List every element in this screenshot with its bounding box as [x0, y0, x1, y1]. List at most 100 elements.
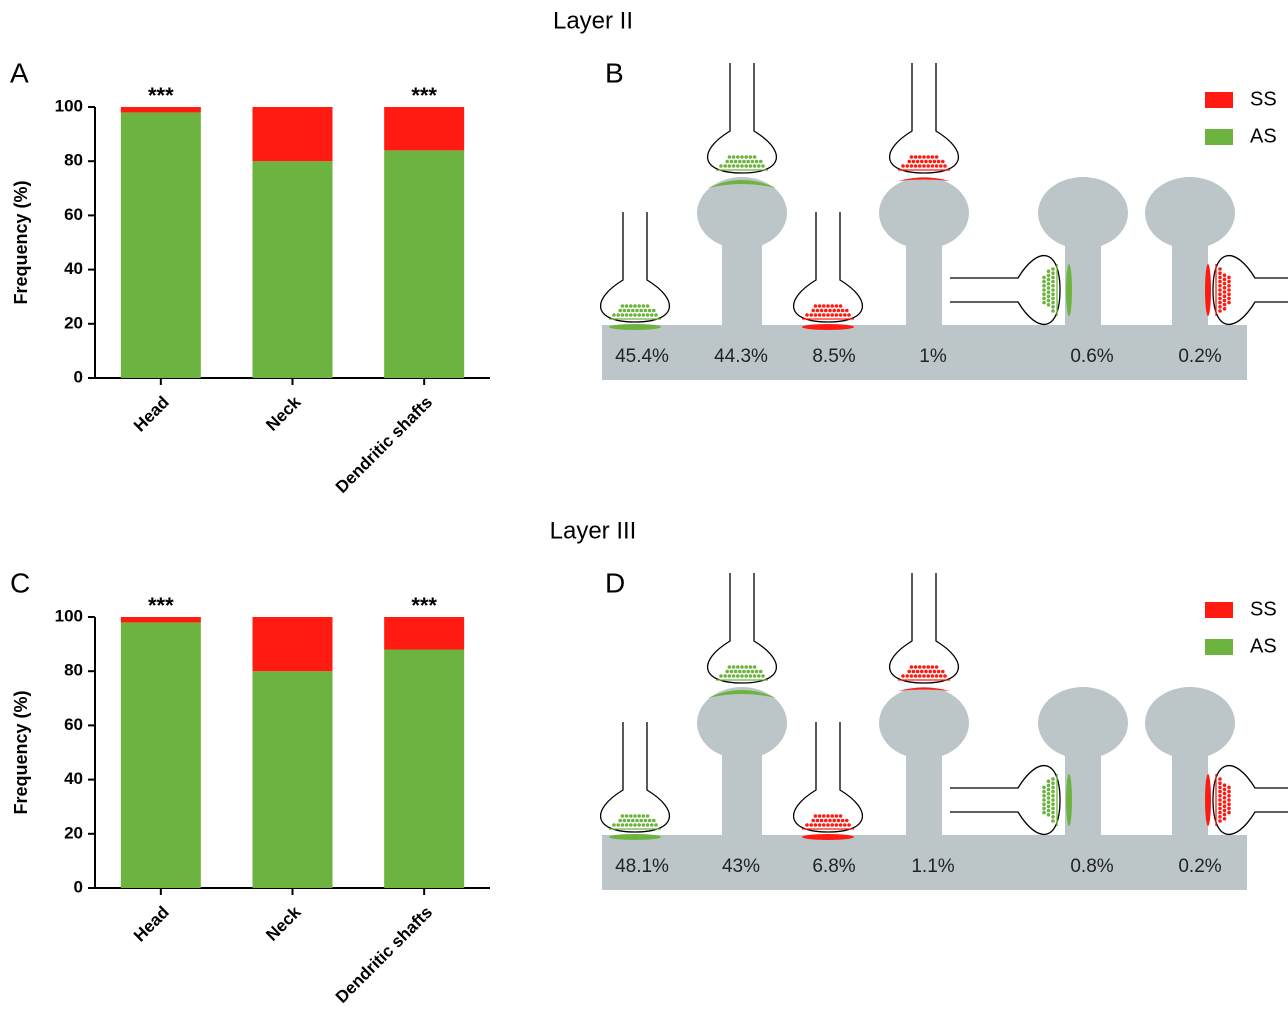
vesicle: [1042, 798, 1046, 802]
vesicle: [1051, 777, 1055, 781]
vesicle: [644, 819, 648, 823]
vesicle: [941, 670, 945, 674]
vesicle: [1051, 276, 1055, 280]
vesicle: [1047, 269, 1051, 273]
vesicle: [928, 670, 932, 674]
vesicle: [931, 155, 935, 159]
vesicle: [719, 674, 723, 678]
vesicle: [650, 313, 654, 317]
spine-head: [879, 687, 969, 759]
y-tick-label: 0: [74, 877, 83, 896]
vesicle: [648, 819, 652, 823]
vesicle: [935, 164, 939, 168]
vesicle: [1223, 278, 1227, 282]
vesicle: [732, 674, 736, 678]
vesicle: [1218, 802, 1222, 806]
vesicle: [642, 313, 646, 317]
vesicle: [1218, 815, 1222, 819]
synapse-percentage: 48.1%: [615, 856, 669, 877]
bar-segment: [253, 161, 333, 378]
vesicle: [1218, 794, 1222, 798]
bar-segment: [384, 650, 464, 888]
vesicle: [1047, 813, 1051, 817]
vesicle: [1218, 267, 1222, 271]
synapse-percentage: 0.2%: [1178, 856, 1221, 877]
vesicle: [652, 819, 656, 823]
vesicle: [926, 674, 930, 678]
axon-terminal: [950, 766, 1060, 835]
y-tick-label: 60: [64, 715, 83, 734]
vesicle: [1223, 783, 1227, 787]
vesicle: [625, 823, 629, 827]
vesicle: [728, 164, 732, 168]
vesicle: [1042, 811, 1046, 815]
y-tick-label: 20: [64, 823, 83, 842]
vesicle: [922, 164, 926, 168]
vesicle: [1223, 792, 1227, 796]
vesicle: [736, 665, 740, 669]
vesicle: [1051, 280, 1055, 284]
vesicle: [740, 155, 744, 159]
x-tick-label: Neck: [262, 392, 305, 435]
vesicle: [830, 814, 834, 818]
vesicle: [732, 164, 736, 168]
vesicle: [1223, 804, 1227, 808]
vesicle: [931, 164, 935, 168]
panel-letter: C: [10, 567, 30, 598]
vesicle: [639, 309, 643, 313]
vesicle: [914, 164, 918, 168]
axon-terminal: [601, 722, 670, 840]
spine-head: [1145, 177, 1235, 249]
spine-head: [697, 177, 787, 249]
vesicle: [746, 160, 750, 164]
panel-letter: D: [605, 567, 625, 598]
vesicle: [914, 665, 918, 669]
vesicle: [1223, 800, 1227, 804]
vesicle: [926, 155, 930, 159]
axon-terminal: [794, 212, 863, 330]
vesicle: [1042, 297, 1046, 301]
vesicle: [744, 164, 748, 168]
vesicle: [1047, 278, 1051, 282]
y-tick-label: 40: [64, 259, 83, 278]
vesicle: [646, 823, 650, 827]
vesicle: [749, 155, 753, 159]
legend-label: SS: [1250, 598, 1277, 620]
vesicle: [845, 309, 849, 313]
vesicle: [828, 309, 832, 313]
vesicle: [811, 819, 815, 823]
vesicle: [1223, 307, 1227, 311]
vesicle: [744, 155, 748, 159]
vesicle: [845, 819, 849, 823]
vesicle: [811, 309, 815, 313]
vesicle: [920, 670, 924, 674]
vesicle: [1218, 301, 1222, 305]
vesicle: [1047, 805, 1051, 809]
figure: Layer IIAFrequency (%)020406080100Head**…: [0, 0, 1288, 1021]
spine-head: [1038, 177, 1128, 249]
axon-terminal: [708, 573, 777, 683]
vesicle: [1218, 280, 1222, 284]
axon-terminal: [708, 63, 777, 173]
vesicle: [910, 674, 914, 678]
vesicle: [1223, 788, 1227, 792]
y-tick-label: 40: [64, 769, 83, 788]
vesicle: [629, 823, 633, 827]
vesicle: [1218, 790, 1222, 794]
vesicle: [830, 313, 834, 317]
vesicle: [749, 665, 753, 669]
vesicle: [937, 160, 941, 164]
significance: ***: [411, 83, 437, 108]
legend-swatch: [1205, 639, 1233, 655]
vesicle: [1051, 790, 1055, 794]
vesicle: [922, 155, 926, 159]
vesicle: [1218, 807, 1222, 811]
vesicle: [652, 309, 656, 313]
vesicle: [621, 814, 625, 818]
vesicle: [1042, 284, 1046, 288]
vesicle: [816, 309, 820, 313]
vesicle: [625, 814, 629, 818]
vesicle: [1223, 294, 1227, 298]
vesicle: [1223, 273, 1227, 277]
vesicle: [835, 823, 839, 827]
